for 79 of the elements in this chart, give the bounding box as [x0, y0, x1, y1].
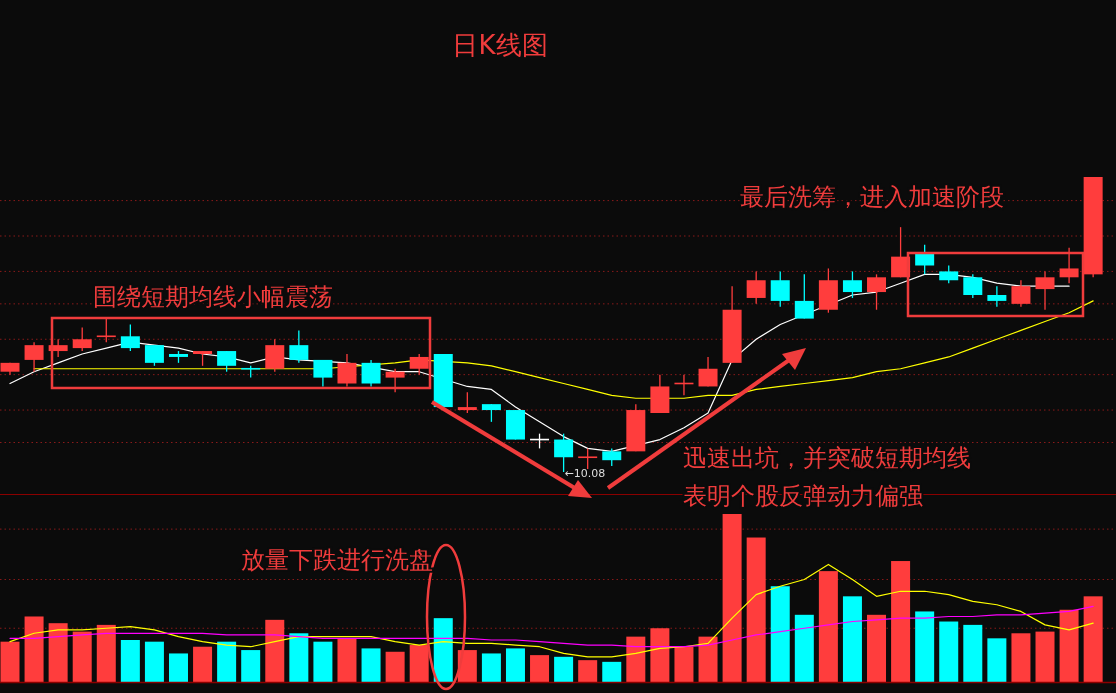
bar	[650, 628, 670, 682]
bar	[48, 623, 68, 682]
candlestick	[409, 353, 429, 376]
bar	[915, 611, 935, 682]
bar	[457, 650, 477, 682]
bar	[24, 616, 44, 682]
candlestick	[770, 270, 790, 308]
bar	[891, 561, 911, 682]
candlestick	[24, 341, 44, 373]
bar	[674, 646, 694, 682]
candlestick	[963, 273, 983, 299]
bar	[867, 614, 887, 682]
bar	[794, 614, 814, 682]
bar	[144, 641, 164, 682]
annotation: 迅速出坑，并突破短期均线	[683, 444, 971, 472]
bar	[193, 646, 213, 682]
bar	[313, 641, 333, 682]
bar	[963, 624, 983, 682]
bar	[361, 648, 381, 682]
bar	[987, 638, 1007, 682]
bar	[72, 631, 92, 682]
bar	[530, 655, 550, 682]
annotation: 最后洗筹，进入加速阶段	[740, 183, 1004, 211]
annotation: ←10.08	[564, 467, 606, 480]
candlestick	[698, 356, 718, 388]
bar	[0, 641, 20, 682]
bar	[385, 651, 405, 682]
annotation: 放量下跌进行洗盘	[241, 546, 433, 574]
bar	[217, 641, 237, 682]
bar	[818, 571, 838, 682]
bar	[433, 618, 453, 682]
candlestick	[289, 329, 309, 364]
candlestick	[385, 368, 405, 393]
candlestick	[746, 270, 766, 305]
bar	[265, 619, 285, 682]
bar	[722, 514, 742, 682]
bar	[842, 596, 862, 682]
candlestick	[1035, 270, 1055, 311]
candlestick	[265, 338, 285, 373]
chart-title: 日K线图	[452, 30, 548, 60]
candlestick	[1011, 279, 1031, 308]
bar	[1083, 596, 1103, 682]
candlestick	[915, 244, 935, 275]
candlestick	[361, 359, 381, 388]
candlestick	[1059, 247, 1079, 284]
candlestick	[313, 359, 333, 388]
candlestick	[144, 344, 164, 367]
bar	[602, 661, 622, 682]
candlestick	[337, 353, 357, 388]
candlestick	[217, 350, 237, 373]
bar	[289, 633, 309, 682]
bar	[337, 638, 357, 682]
candlestick	[842, 270, 862, 299]
candlestick	[987, 285, 1007, 308]
bar	[120, 640, 140, 682]
bar	[554, 656, 574, 682]
candlestick	[794, 273, 814, 320]
candlestick	[120, 323, 140, 352]
bar	[96, 624, 116, 682]
candlestick	[867, 273, 887, 311]
bar	[505, 648, 525, 682]
bar	[1035, 631, 1055, 682]
bar	[481, 653, 501, 682]
annotation: 围绕短期均线小幅震荡	[93, 283, 333, 311]
bar	[626, 636, 646, 682]
bar	[409, 645, 429, 682]
bar	[578, 660, 598, 682]
candlestick	[578, 447, 598, 470]
bar	[168, 653, 188, 682]
candlestick	[72, 326, 92, 352]
bar	[939, 621, 959, 682]
bar	[1059, 609, 1079, 682]
bar	[770, 586, 790, 682]
bar	[698, 636, 718, 682]
bar	[241, 650, 261, 682]
candlestick	[457, 391, 477, 414]
bar	[1011, 633, 1031, 682]
bar	[746, 537, 766, 682]
candlestick	[48, 338, 68, 358]
